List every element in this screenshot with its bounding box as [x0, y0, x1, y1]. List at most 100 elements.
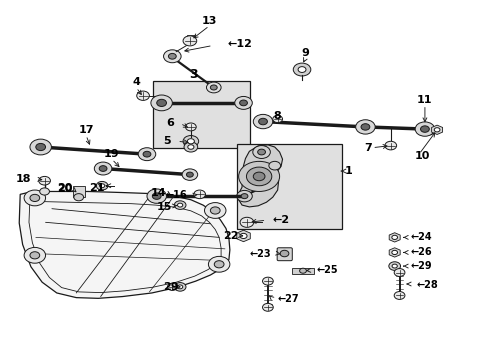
- Circle shape: [36, 143, 45, 150]
- Bar: [186, 35, 194, 43]
- Circle shape: [182, 169, 197, 180]
- Text: 29: 29: [163, 282, 178, 292]
- Polygon shape: [431, 125, 442, 134]
- Text: 15: 15: [157, 202, 172, 212]
- Circle shape: [96, 181, 108, 190]
- Text: 7: 7: [364, 143, 371, 153]
- Circle shape: [30, 194, 40, 202]
- Text: ←23: ←23: [249, 248, 271, 258]
- Text: 8: 8: [273, 111, 281, 121]
- Polygon shape: [236, 230, 250, 242]
- Circle shape: [236, 190, 252, 202]
- Circle shape: [30, 252, 40, 259]
- Polygon shape: [238, 145, 282, 207]
- Circle shape: [204, 203, 225, 219]
- Circle shape: [252, 145, 270, 158]
- Polygon shape: [388, 248, 399, 257]
- Text: 4: 4: [132, 77, 140, 87]
- Circle shape: [298, 67, 305, 72]
- Circle shape: [393, 269, 404, 276]
- Text: 5: 5: [163, 136, 170, 146]
- Circle shape: [187, 139, 194, 144]
- Circle shape: [157, 99, 166, 107]
- Circle shape: [384, 141, 396, 150]
- Circle shape: [393, 292, 404, 300]
- Polygon shape: [29, 198, 221, 293]
- Text: 6: 6: [165, 118, 173, 128]
- Circle shape: [40, 188, 49, 195]
- Circle shape: [420, 126, 428, 132]
- Text: ←29: ←29: [409, 261, 431, 271]
- Text: 18: 18: [16, 174, 31, 184]
- Circle shape: [151, 95, 172, 111]
- Circle shape: [99, 184, 104, 188]
- Circle shape: [258, 118, 267, 125]
- Circle shape: [206, 82, 221, 93]
- Circle shape: [299, 268, 306, 273]
- Text: 9: 9: [301, 48, 309, 58]
- FancyBboxPatch shape: [277, 248, 292, 261]
- Circle shape: [240, 217, 253, 227]
- Circle shape: [152, 193, 161, 199]
- Polygon shape: [388, 233, 399, 242]
- Text: ←12: ←12: [227, 39, 252, 49]
- Text: 3: 3: [188, 68, 197, 81]
- Circle shape: [355, 120, 374, 134]
- Circle shape: [280, 250, 288, 257]
- Circle shape: [360, 124, 369, 130]
- Circle shape: [74, 194, 83, 201]
- Circle shape: [187, 145, 194, 149]
- Text: 22: 22: [223, 231, 238, 240]
- Circle shape: [433, 128, 439, 132]
- Text: ←27: ←27: [277, 294, 299, 304]
- Text: ←16: ←16: [165, 190, 186, 201]
- Circle shape: [183, 142, 197, 152]
- Circle shape: [168, 53, 176, 59]
- Circle shape: [210, 207, 220, 214]
- Circle shape: [253, 172, 264, 181]
- Circle shape: [262, 303, 273, 311]
- Text: 1: 1: [344, 166, 351, 176]
- Circle shape: [177, 203, 183, 207]
- Text: ←25: ←25: [316, 265, 338, 275]
- Circle shape: [208, 256, 229, 272]
- Circle shape: [94, 162, 112, 175]
- Text: 20: 20: [58, 183, 73, 193]
- Circle shape: [24, 247, 45, 263]
- Circle shape: [246, 167, 271, 186]
- Text: ←24: ←24: [409, 232, 431, 242]
- Circle shape: [239, 100, 247, 106]
- Circle shape: [293, 63, 310, 76]
- Text: 14: 14: [151, 188, 166, 198]
- Bar: [153, 81, 250, 148]
- Circle shape: [39, 176, 50, 185]
- Circle shape: [183, 36, 196, 46]
- Circle shape: [185, 123, 196, 131]
- Circle shape: [238, 161, 279, 192]
- Circle shape: [138, 148, 156, 161]
- Circle shape: [234, 96, 252, 109]
- Circle shape: [388, 262, 400, 270]
- Circle shape: [268, 161, 280, 170]
- Bar: [292, 267, 314, 274]
- Circle shape: [391, 250, 397, 255]
- Circle shape: [240, 233, 246, 239]
- Circle shape: [174, 201, 185, 210]
- Circle shape: [214, 261, 224, 268]
- Polygon shape: [19, 192, 229, 298]
- Text: ←26: ←26: [409, 247, 431, 257]
- Text: ←28: ←28: [415, 280, 437, 290]
- Circle shape: [193, 190, 205, 199]
- Text: 10: 10: [413, 151, 428, 161]
- Text: 17: 17: [78, 125, 94, 135]
- Bar: [237, 144, 341, 229]
- Circle shape: [167, 283, 177, 291]
- Circle shape: [24, 190, 45, 206]
- Circle shape: [186, 172, 193, 177]
- Text: 19: 19: [104, 149, 120, 159]
- Circle shape: [183, 135, 198, 147]
- Circle shape: [241, 194, 247, 199]
- Text: 13: 13: [201, 16, 217, 26]
- Circle shape: [30, 139, 51, 155]
- Text: 11: 11: [416, 95, 432, 105]
